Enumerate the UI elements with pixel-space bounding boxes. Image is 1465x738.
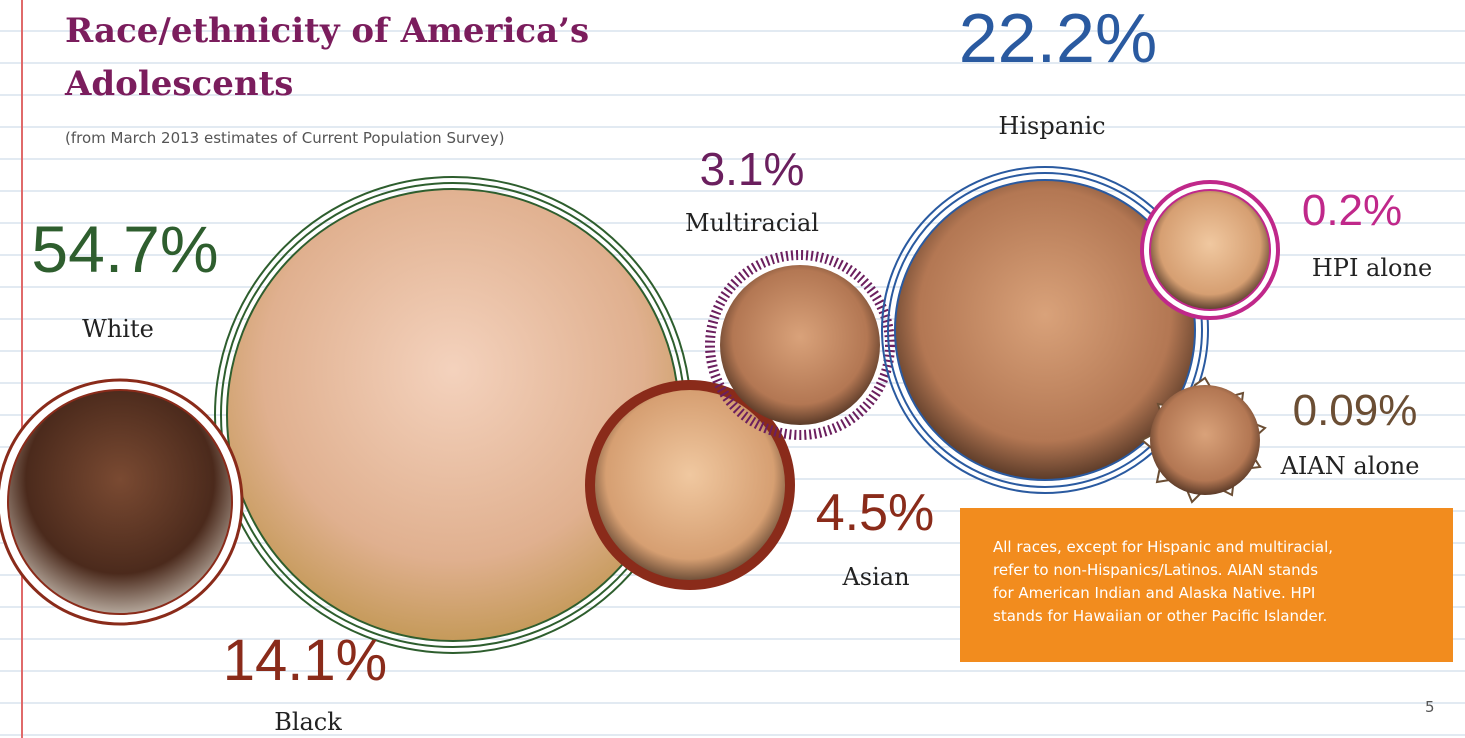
hispanic-photo (881, 166, 1209, 494)
note: stands for Hawaiian or other Pacific Isl… (993, 607, 1327, 625)
title: Race/ethnicity of America’s (65, 11, 589, 51)
label: Multiracial (685, 209, 819, 237)
note: refer to non-Hispanics/Latinos. AIAN sta… (993, 561, 1318, 579)
hpi-photo (1140, 180, 1280, 320)
label: HPI alone (1312, 254, 1432, 282)
value: 0.09% (1293, 386, 1418, 435)
value: 0.2% (1302, 186, 1402, 235)
asian-photo (585, 380, 795, 590)
black-photo (0, 378, 244, 626)
subtitle: (from March 2013 estimates of Current Po… (65, 129, 505, 147)
multiracial-photo (705, 250, 895, 440)
value: 54.7% (31, 212, 218, 286)
page-number: 5 (1425, 698, 1435, 716)
value: 4.5% (816, 484, 935, 542)
label: AIAN alone (1280, 452, 1420, 480)
note: for American Indian and Alaska Native. H… (993, 584, 1315, 602)
label: White (82, 315, 154, 343)
note: All races, except for Hispanic and multi… (993, 538, 1333, 556)
label: Hispanic (998, 112, 1105, 140)
value: 22.2% (959, 0, 1157, 77)
value: 14.1% (223, 628, 387, 693)
title: Adolescents (64, 64, 293, 104)
note-box (960, 508, 1453, 662)
label: Black (274, 708, 342, 736)
value: 3.1% (700, 143, 805, 195)
aian-photo (1140, 376, 1267, 504)
label: Asian (841, 563, 909, 591)
